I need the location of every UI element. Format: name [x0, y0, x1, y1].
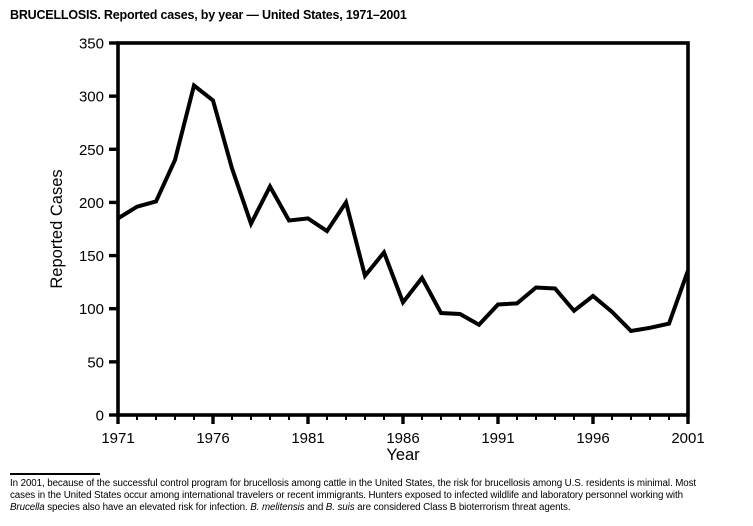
footnote-segment: and — [304, 502, 326, 514]
y-tick-label: 50 — [87, 354, 104, 371]
plot-area: 0 50 100 150 200 250 300 350 1971 1976 1981 1986 199… — [79, 36, 705, 448]
x-tick-label: 1986 — [386, 430, 419, 447]
footnote-italic-term: B. melitensis — [250, 502, 305, 514]
footnote: In 2001, because of the successful contr… — [10, 473, 747, 515]
footnote-rule — [10, 473, 100, 475]
footnote-segment: species also have an elevated risk for i… — [44, 502, 251, 514]
y-tick-label: 200 — [79, 195, 104, 212]
footnote-italic-term: Brucella — [10, 502, 45, 514]
chart-svg: Reported Cases Year 0 50 100 150 200 250 300 35… — [48, 36, 705, 465]
y-tick-label: 0 — [96, 408, 104, 425]
y-tick-label: 100 — [79, 301, 104, 318]
x-tick-label: 1996 — [576, 430, 609, 447]
footnote-segment: In 2001, because of the successful contr… — [10, 478, 697, 489]
y-tick-label: 150 — [79, 248, 104, 265]
footnote-text: In 2001, because of the successful contr… — [10, 478, 747, 515]
x-tick-label: 2001 — [671, 430, 704, 447]
y-tick-label: 300 — [79, 89, 104, 106]
chart-title: BRUCELLOSIS. Reported cases, by year — U… — [10, 8, 407, 22]
x-tick-label: 1971 — [101, 430, 134, 447]
y-axis-title: Reported Cases — [48, 169, 66, 288]
x-tick-label: 1981 — [291, 430, 324, 447]
footnote-italic-term: B. suis — [325, 502, 355, 514]
x-tick-label: 1976 — [196, 430, 229, 447]
y-tick-label: 350 — [79, 36, 104, 53]
x-tick-label: 1991 — [481, 430, 514, 447]
plot-border — [116, 41, 690, 417]
footnote-segment: cases in the United States occur among i… — [10, 490, 683, 502]
y-tick-label: 250 — [79, 142, 104, 159]
data-line — [116, 82, 690, 334]
footnote-segment: are considered Class B bioterrorism thre… — [354, 502, 571, 514]
x-axis-title: Year — [386, 446, 420, 464]
